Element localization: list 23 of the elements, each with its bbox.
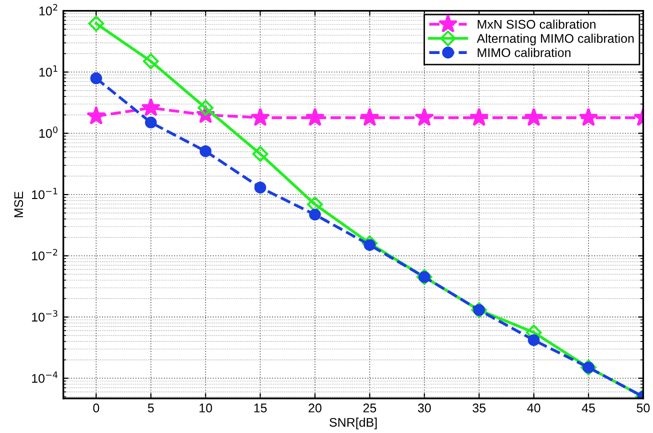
legend-label: MIMO calibration bbox=[478, 48, 570, 58]
y-tick-label: 10$^{0}$ bbox=[39, 126, 58, 138]
x-tick-label: 15 bbox=[254, 404, 267, 412]
y-axis-title: MSE bbox=[14, 192, 24, 218]
x-tick-label: 45 bbox=[582, 404, 595, 412]
x-tick-label: 35 bbox=[472, 404, 486, 412]
x-tick-label: 5 bbox=[148, 404, 154, 412]
x-axis-title: SNR[dB] bbox=[330, 418, 377, 430]
y-tick-label: 10$^{−4}$ bbox=[32, 372, 58, 383]
y-tick-label: 10$^{−1}$ bbox=[32, 188, 58, 200]
x-tick-label: 25 bbox=[363, 404, 376, 412]
legend-label: MxN SISO calibration bbox=[478, 20, 596, 29]
y-tick-label: 10$^{−3}$ bbox=[32, 310, 58, 322]
x-tick-label: 40 bbox=[527, 404, 540, 412]
x-tick-label: 30 bbox=[418, 404, 431, 412]
y-tick-label: 10$^{1}$ bbox=[39, 65, 58, 77]
y-tick-label: 10$^{−2}$ bbox=[32, 248, 58, 260]
x-tick-label: 20 bbox=[308, 404, 322, 412]
x-tick-label: 50 bbox=[636, 404, 650, 412]
y-tick-label: 10$^{2}$ bbox=[39, 4, 58, 16]
x-tick-label: 0 bbox=[93, 404, 100, 412]
legend-label: Alternating MIMO calibration bbox=[476, 34, 634, 46]
x-tick-label: 10 bbox=[200, 404, 212, 412]
